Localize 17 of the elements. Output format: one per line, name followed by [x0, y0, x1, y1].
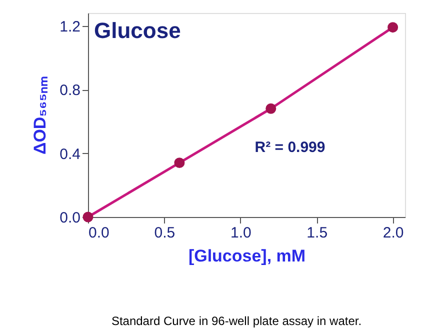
y-tick-label: 0.4 [60, 146, 80, 163]
point [388, 22, 398, 33]
text: Standard Curve in 96-well plate assay in water. [111, 314, 362, 328]
x-tick-label: 1.5 [306, 224, 328, 242]
point [266, 103, 276, 114]
y-tick-label: 0.0 [60, 210, 80, 226]
x-tick-label: 0.5 [154, 224, 176, 242]
x-tick-label: 0.0 [88, 224, 110, 242]
y-tick-label: 1.2 [60, 18, 80, 36]
point [174, 158, 185, 168]
y-tick-label: 0.8 [60, 82, 80, 99]
x-tick-label: 2.0 [382, 224, 404, 242]
chart-title: Glucose [94, 18, 181, 43]
x-axis-title: [Glucose], mM [188, 246, 306, 266]
y-axis-title: ΔOD₅₆₅ₙₘ [30, 76, 50, 155]
annotation: R² = 0.999 [254, 139, 326, 156]
x-tick-label: 1.0 [230, 224, 252, 242]
